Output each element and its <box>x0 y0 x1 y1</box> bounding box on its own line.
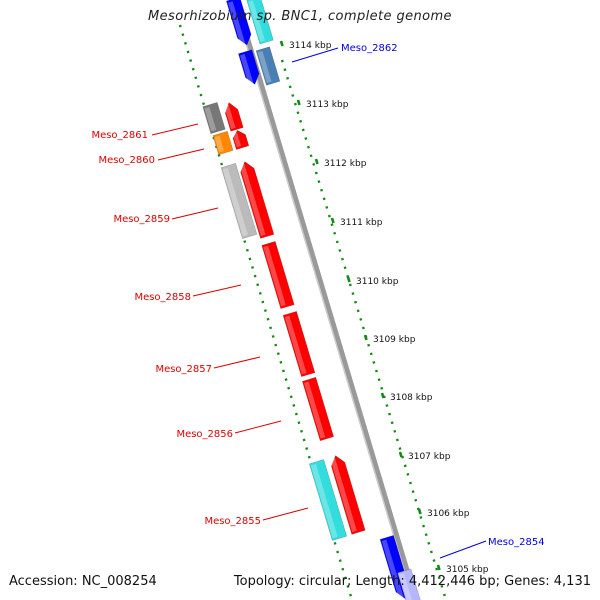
kbp-tick-mark <box>417 508 422 515</box>
kbp-tick-mark <box>398 451 403 458</box>
kbp-tick-label: 3107 kbp <box>408 452 451 462</box>
kbp-tick-mark <box>346 276 351 283</box>
gene-label: Meso_2857 <box>155 364 212 375</box>
gene-meso-2863-track <box>246 0 274 45</box>
accession-text: Accession: NC_008254 <box>9 574 157 589</box>
kbp-ticks: 3114 kbp 3113 kbp 3112 kbp 3111 kbp 3110 kbp… <box>279 40 489 575</box>
kbp-tick-label: 3108 kbp <box>390 393 433 403</box>
gene-labels: Meso_2862 Meso_2861 Meso_2860 Meso_2859 Meso… <box>91 43 545 559</box>
kbp-tick-mark <box>436 564 441 571</box>
gene-label: Meso_2859 <box>113 214 170 225</box>
gene-label-leader <box>291 47 339 63</box>
gene-meso-2860 <box>232 129 250 150</box>
kbp-tick-mark <box>314 158 319 165</box>
gene-label-leader <box>171 207 219 220</box>
gene-meso-2857 <box>282 310 316 378</box>
gene-meso-2858 <box>261 241 295 309</box>
gene-meso-2861-track <box>202 102 226 134</box>
kbp-tick-label: 3114 kbp <box>289 41 332 51</box>
gene-label-leader <box>192 284 242 297</box>
gene-label-leader <box>262 507 309 521</box>
gene-label-leader <box>234 420 282 434</box>
kbp-tick-label: 3105 kbp <box>446 565 489 575</box>
gene-label: Meso_2858 <box>134 292 191 303</box>
gene-label: Meso_2861 <box>91 130 148 141</box>
summary-text: Topology: circular; Length: 4,412,446 bp… <box>233 574 591 589</box>
kbp-tick-mark <box>296 99 301 106</box>
gene-label: Meso_2856 <box>176 429 233 440</box>
gene-meso-2862-track <box>255 46 281 86</box>
gene-features <box>202 0 423 600</box>
gene-meso-2859-track <box>220 163 258 239</box>
kbp-tick-mark <box>279 40 284 47</box>
map-title: Mesorhizobium sp. BNC1, complete genome <box>148 9 452 24</box>
outer-tick-rail <box>280 59 448 600</box>
gene-meso-2855 <box>330 455 366 535</box>
backbone-highlight <box>232 0 414 600</box>
gene-meso-2862 <box>238 49 260 85</box>
gene-meso-2863 <box>226 0 252 46</box>
backbone-line <box>233 0 419 600</box>
kbp-tick-mark <box>380 392 385 399</box>
kbp-tick-mark <box>363 334 368 341</box>
gene-label: Meso_2854 <box>488 537 545 548</box>
gene-label-leader <box>213 356 261 369</box>
gene-label: Meso_2860 <box>98 155 155 166</box>
kbp-tick-label: 3110 kbp <box>356 277 399 287</box>
gene-meso-2855-track <box>308 459 348 541</box>
kbp-tick-label: 3109 kbp <box>373 335 416 345</box>
kbp-tick-label: 3111 kbp <box>340 218 383 228</box>
gene-meso-2861 <box>224 102 244 132</box>
gene-meso-2860-track <box>212 130 234 156</box>
kbp-tick-label: 3106 kbp <box>427 509 470 519</box>
gene-label: Meso_2862 <box>341 43 398 54</box>
gene-label-leader <box>439 540 487 559</box>
gene-label: Meso_2855 <box>204 516 261 527</box>
kbp-tick-label: 3113 kbp <box>306 100 349 110</box>
kbp-tick-mark <box>330 217 335 224</box>
gene-label-leader <box>151 123 199 136</box>
kbp-tick-label: 3112 kbp <box>324 159 367 169</box>
gene-meso-2859 <box>239 161 275 239</box>
genome-backbone <box>232 0 419 600</box>
gene-meso-2856 <box>302 376 334 442</box>
gene-label-leader <box>157 148 205 161</box>
